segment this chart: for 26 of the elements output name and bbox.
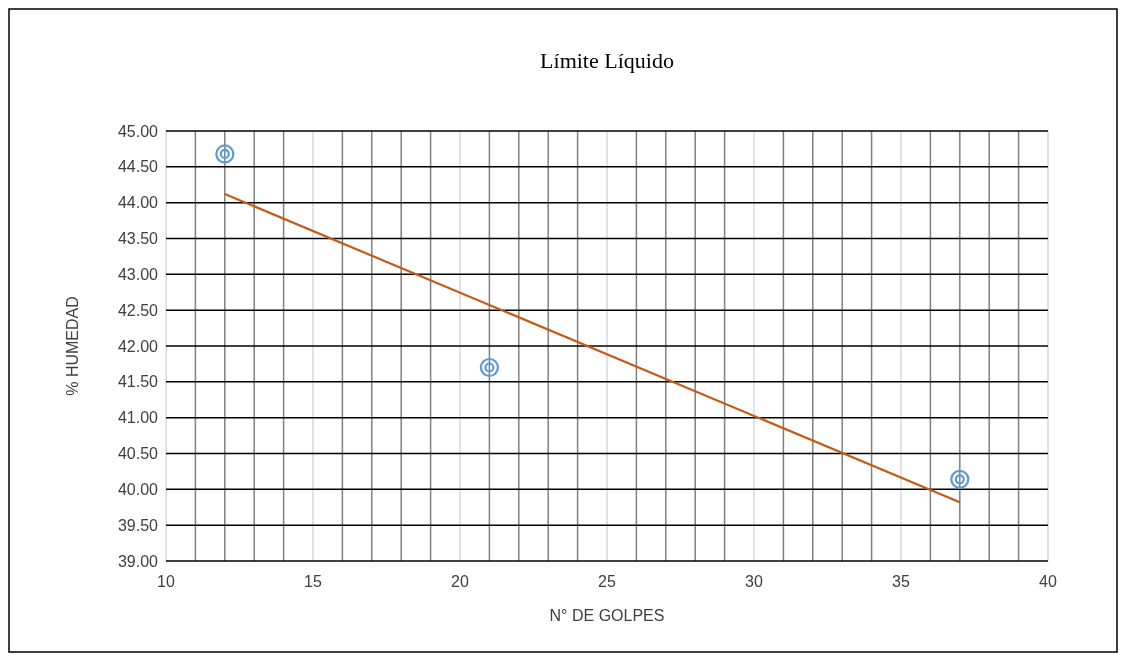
x-axis-title: N° DE GOLPES [549, 607, 665, 624]
y-tick-label: 42.50 [117, 301, 159, 319]
y-tick-label: 40.00 [117, 480, 159, 498]
y-tick-label: 39.50 [117, 516, 159, 534]
y-tick-label: 40.50 [117, 445, 159, 463]
x-tick-label: 40 [1039, 573, 1057, 590]
x-tick-label: 20 [451, 573, 469, 590]
y-tick-label: 44.50 [117, 158, 159, 176]
point [215, 144, 235, 164]
y-tick-label: 41.00 [117, 409, 159, 427]
x-tick-label: 30 [745, 573, 763, 590]
y-tick-label: 43.00 [117, 265, 159, 283]
x-tick-label: 15 [304, 573, 322, 590]
x-tick-label: 25 [598, 573, 616, 590]
y-tick-label: 41.50 [117, 373, 159, 391]
y-tick-label: 45.00 [117, 122, 159, 140]
y-tick-label: 43.50 [117, 230, 159, 248]
chart-title: Límite Líquido [540, 48, 674, 73]
y-tick-label: 42.00 [117, 337, 159, 355]
y-tick-label: 39.00 [117, 552, 159, 570]
x-tick-label: 10 [157, 573, 175, 590]
y-tick-label: 44.00 [117, 194, 159, 212]
point [950, 469, 970, 489]
x-tick-label: 35 [892, 573, 910, 590]
y-axis-title: % HUMEDAD [64, 296, 81, 396]
point [479, 357, 499, 378]
